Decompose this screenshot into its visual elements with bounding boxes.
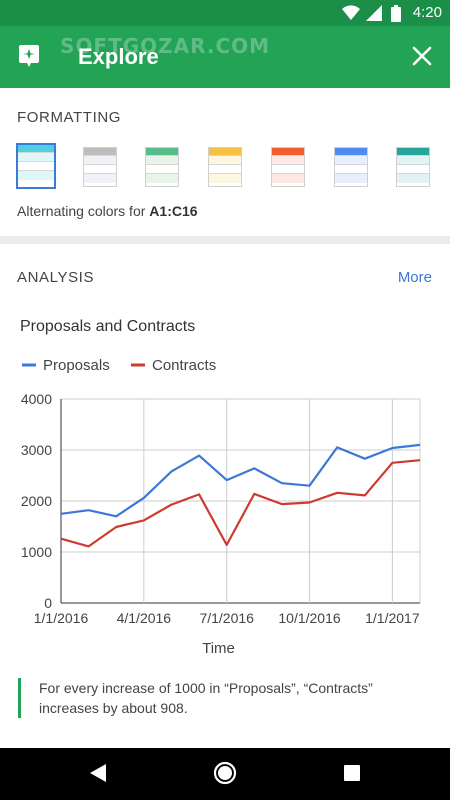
- swatch-row: [397, 165, 429, 174]
- swatch-header-band: [146, 148, 178, 156]
- swatch-row: [84, 174, 116, 183]
- recents-icon[interactable]: [343, 764, 361, 782]
- battery-icon: [391, 5, 401, 22]
- x-tick-label: 4/1/2016: [117, 610, 172, 626]
- swatch-row: [84, 156, 116, 165]
- x-axis-label: Time: [202, 640, 235, 657]
- analysis-heading: ANALYSIS: [17, 269, 95, 286]
- app-bar: SOFTGOZAR.COM Explore: [0, 26, 450, 88]
- section-divider: [0, 236, 450, 244]
- status-time: 4:20: [412, 4, 442, 21]
- color-swatch-yellow[interactable]: [208, 147, 242, 187]
- swatch-row: [18, 171, 54, 180]
- status-bar: 4:20: [0, 0, 450, 26]
- swatch-row: [272, 156, 304, 165]
- y-tick-label: 3000: [21, 442, 52, 458]
- swatch-row: [397, 156, 429, 165]
- swatch-row: [209, 174, 241, 183]
- back-icon[interactable]: [88, 762, 108, 784]
- alternating-colors-text: Alternating colors for A1:C16: [17, 203, 198, 219]
- series-line-proposals: [60, 443, 421, 518]
- swatch-row: [18, 153, 54, 162]
- y-tick-label: 1000: [21, 544, 52, 560]
- signal-icon: [366, 5, 382, 21]
- insight-text: For every increase of 1000 in “Proposals…: [18, 678, 432, 718]
- swatch-row: [397, 174, 429, 183]
- color-swatch-orange[interactable]: [271, 147, 305, 187]
- color-swatch-cyan[interactable]: [16, 143, 56, 189]
- x-tick-label: 10/1/2016: [278, 610, 340, 626]
- more-link[interactable]: More: [397, 269, 432, 286]
- alt-text-range: A1:C16: [149, 203, 198, 219]
- swatch-row: [209, 165, 241, 174]
- swatch-row: [335, 174, 367, 183]
- swatch-header-band: [18, 145, 54, 153]
- series-line-contracts: [60, 459, 421, 548]
- navigation-bar: [0, 748, 450, 800]
- swatch-row: [272, 165, 304, 174]
- page-title: Explore: [78, 44, 159, 69]
- watermark-text: SOFTGOZAR.COM: [60, 34, 271, 58]
- swatch-row: [335, 156, 367, 165]
- color-swatch-teal[interactable]: [396, 147, 430, 187]
- color-swatch-green[interactable]: [145, 147, 179, 187]
- swatch-row: [146, 174, 178, 183]
- swatch-row: [335, 165, 367, 174]
- close-icon[interactable]: [410, 44, 434, 68]
- x-tick-label: 1/1/2017: [365, 610, 420, 626]
- swatch-header-band: [335, 148, 367, 156]
- swatch-header-band: [397, 148, 429, 156]
- y-tick-label: 4000: [21, 391, 52, 407]
- formatting-heading: FORMATTING: [17, 109, 122, 126]
- y-tick-label: 0: [44, 595, 52, 611]
- swatch-row: [146, 156, 178, 165]
- line-chart: Proposals Contracts 0 1000 2000 3000 4000 1/1/2…: [21, 357, 421, 657]
- swatch-header-band: [272, 148, 304, 156]
- y-tick-label: 2000: [21, 493, 52, 509]
- swatch-header-band: [84, 148, 116, 156]
- swatch-row: [18, 162, 54, 171]
- swatch-row: [272, 174, 304, 183]
- color-swatch-gray[interactable]: [83, 147, 117, 187]
- swatch-header-band: [209, 148, 241, 156]
- home-icon[interactable]: [213, 761, 237, 785]
- wifi-icon: [342, 5, 360, 21]
- color-swatch-blue[interactable]: [334, 147, 368, 187]
- legend-label: Contracts: [152, 357, 216, 374]
- x-tick-label: 1/1/2016: [34, 610, 89, 626]
- alt-text-prefix: Alternating colors for: [17, 203, 150, 219]
- legend-label: Proposals: [43, 357, 110, 374]
- chart-title: Proposals and Contracts: [20, 318, 196, 335]
- swatch-row: [84, 165, 116, 174]
- swatch-row: [209, 156, 241, 165]
- x-tick-label: 7/1/2016: [199, 610, 254, 626]
- explore-app-icon: [19, 45, 39, 67]
- swatch-row: [146, 165, 178, 174]
